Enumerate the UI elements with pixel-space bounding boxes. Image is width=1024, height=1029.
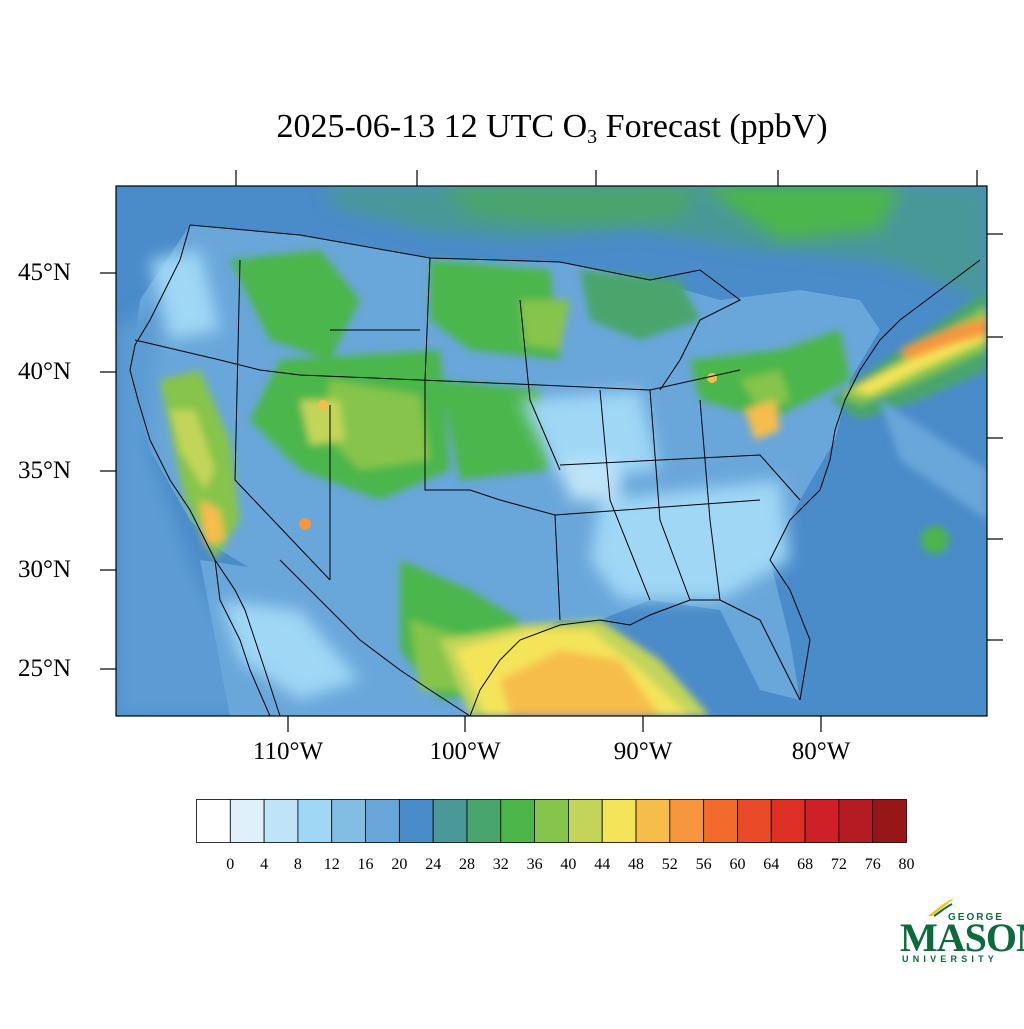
colorbar-swatch-5 [365, 799, 400, 843]
colorbar-swatch-18 [804, 799, 840, 843]
colorbar-swatch-11 [567, 799, 603, 843]
lat-label-25n: 25°N [18, 655, 72, 682]
colorbar-tick-label: 28 [459, 856, 475, 873]
colorbar-tick-label: 40 [560, 856, 577, 873]
lat-label-35n: 35°N [18, 457, 72, 484]
colorbar-swatch-7 [432, 799, 468, 843]
colorbar-tick-label: 16 [357, 856, 374, 873]
colorbar-tick-label: 76 [864, 856, 881, 873]
colorbar-tick-label: 48 [628, 856, 644, 873]
logo-university: UNIVERSITY [902, 954, 999, 964]
colorbar-tick-label: 52 [661, 856, 678, 873]
colorbar-tick-label: 32 [492, 856, 509, 873]
swoosh-icon [928, 898, 954, 917]
logo-mason: MASON [900, 915, 1024, 960]
lat-label-45n: 45°N [18, 259, 72, 286]
colorbar-swatch-20 [872, 799, 907, 843]
colorbar-tick-label: 68 [797, 856, 814, 873]
colorbar-swatch-9 [500, 799, 536, 843]
colorbar-tick-label: 64 [763, 856, 780, 873]
colorbar-swatch-15 [703, 799, 738, 843]
lat-label-40n: 40°N [18, 358, 72, 385]
colorbar-swatch-6 [398, 799, 434, 843]
colorbar-tick-label: 60 [729, 856, 746, 873]
colorbar-swatch-12 [601, 799, 637, 843]
lon-label-110w: 110°W [252, 738, 324, 765]
colorbar-swatch-4 [331, 799, 366, 843]
coastlines [129, 224, 981, 716]
colorbar-swatch-0 [196, 799, 231, 843]
colorbar-tick-label: 80 [898, 856, 915, 873]
colorbar-tick-label: 0 [226, 856, 235, 873]
lon-label-80w: 80°W [791, 738, 851, 765]
colorbar-swatch-14 [669, 799, 705, 843]
logo-george: GEORGE [948, 912, 1004, 923]
map-title: 2025-06-13 12 UTC O3 Forecast (ppbV) [276, 108, 828, 148]
colorbar-tick-label: 4 [260, 856, 269, 873]
lon-label-100w: 100°W [429, 738, 501, 765]
colorbar-tick-label: 20 [391, 856, 408, 873]
lon-label-90w: 90°W [613, 738, 673, 765]
colorbar-swatch-13 [635, 799, 671, 843]
ozone-field [116, 186, 987, 716]
colorbar-swatch-19 [838, 799, 874, 843]
colorbar-tick-label: 24 [425, 856, 442, 873]
colorbar-swatch-16 [737, 799, 772, 843]
colorbar-swatch-17 [770, 799, 806, 843]
colorbar-tick-label: 56 [695, 856, 712, 873]
colorbar-swatch-8 [466, 799, 502, 843]
colorbar-tick-label: 36 [526, 856, 543, 873]
colorbar-tick-label: 12 [323, 856, 340, 873]
colorbar-swatch-1 [229, 799, 265, 843]
colorbar-tick-label: 8 [293, 856, 302, 873]
colorbar-tick-label: 72 [830, 856, 847, 873]
gmu-logo: GEORGE MASON UNIVERSITY [896, 896, 1024, 968]
lat-label-30n: 30°N [18, 556, 72, 583]
colorbar-tick-label: 44 [594, 856, 611, 873]
colorbar-swatch-2 [263, 799, 299, 843]
colorbar-swatch-3 [297, 799, 333, 843]
colorbar-swatch-10 [534, 799, 569, 843]
colorbar [196, 799, 907, 843]
